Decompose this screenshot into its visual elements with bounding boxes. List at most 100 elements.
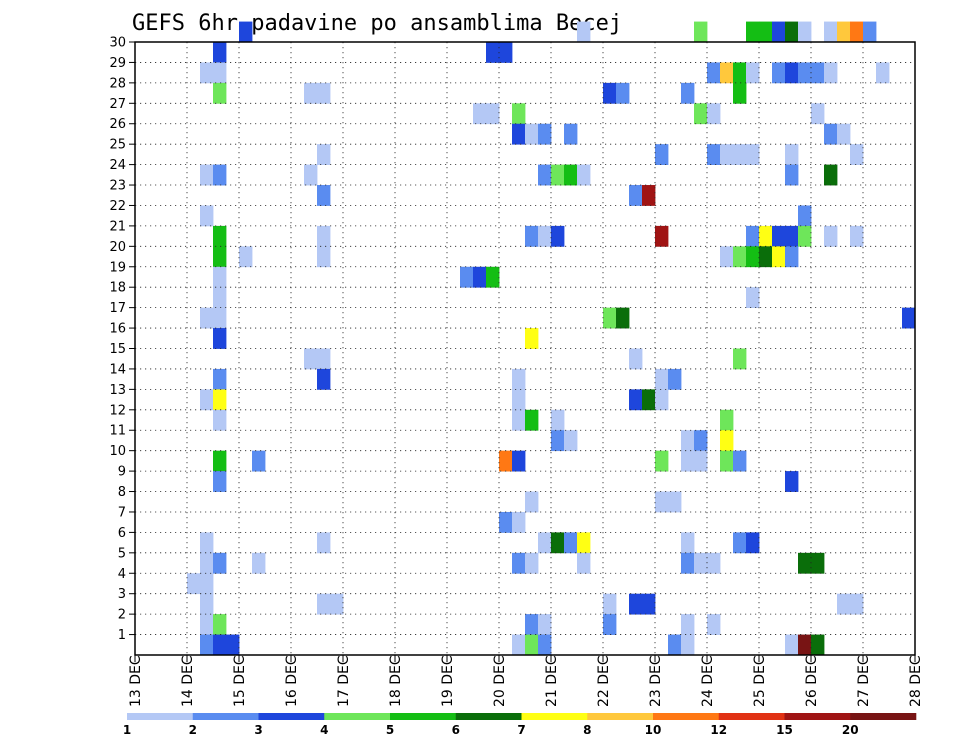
x-tick-label: 19 DEC (440, 655, 456, 707)
chart-title: GEFS 6hr padavine po ansamblima Becej (132, 11, 622, 36)
heatmap-cell (512, 552, 526, 574)
heatmap-cell (330, 593, 344, 615)
heatmap-cell (746, 287, 760, 309)
y-tick-label: 17 (109, 301, 126, 316)
heatmap-cell (694, 450, 708, 472)
heatmap-cell (694, 21, 708, 43)
legend-swatch (587, 713, 654, 720)
heatmap-cell (746, 21, 760, 43)
heatmap-cell (798, 552, 812, 574)
heatmap-cell (525, 328, 539, 349)
x-tick-label: 24 DEC (700, 655, 716, 707)
heatmap-cell (317, 532, 331, 554)
heatmap-cell (200, 62, 214, 84)
heatmap-cell (772, 225, 786, 247)
heatmap-cell (304, 164, 318, 186)
heatmap-cell (525, 491, 539, 513)
heatmap-cell (642, 389, 656, 411)
heatmap-cell (785, 246, 799, 268)
heatmap-cell (824, 164, 838, 186)
heatmap-cell (551, 225, 565, 247)
heatmap-cell (473, 266, 487, 288)
heatmap-cell (512, 511, 526, 533)
heatmap-cell (317, 368, 331, 390)
heatmap-cell (200, 307, 214, 329)
heatmap-cell (759, 225, 773, 247)
heatmap-cell (603, 82, 617, 104)
x-tick-label: 18 DEC (388, 655, 404, 707)
heatmap-cell (538, 634, 552, 656)
heatmap-cell (200, 205, 214, 227)
y-tick-label: 28 (109, 76, 126, 91)
y-tick-label: 2 (118, 608, 126, 623)
heatmap-cell (655, 491, 669, 513)
y-tick-label: 5 (118, 546, 126, 561)
x-tick-label: 16 DEC (284, 655, 300, 707)
legend-level-label: 8 (583, 723, 591, 737)
heatmap-cell (707, 614, 721, 635)
heatmap-cell (317, 593, 331, 615)
heatmap-cell (824, 123, 838, 145)
heatmap-cell (681, 614, 695, 635)
y-axis-ticks: 1234567891011121314151617181920212223242… (109, 36, 135, 643)
heatmap-cells (187, 21, 916, 656)
legend-swatch (455, 713, 522, 720)
heatmap-cell (213, 409, 227, 431)
legend-level-label: 10 (645, 723, 662, 737)
heatmap-cell (720, 409, 734, 431)
heatmap-cell (772, 62, 786, 84)
heatmap-cell (772, 246, 786, 268)
legend-level-label: 3 (254, 723, 262, 737)
heatmap-cell (317, 82, 331, 104)
heatmap-cell (720, 144, 734, 165)
y-tick-label: 23 (109, 179, 126, 194)
heatmap-cell (486, 103, 500, 125)
heatmap-cell (525, 123, 539, 145)
legend-swatch (784, 713, 851, 720)
heatmap-cell (213, 82, 227, 104)
x-tick-label: 14 DEC (180, 655, 196, 707)
heatmap-cell (200, 532, 214, 554)
heatmap-cell (512, 389, 526, 411)
heatmap-cell (707, 62, 721, 84)
heatmap-cell (187, 573, 201, 595)
legend-level-label: 5 (386, 723, 394, 737)
legend-swatch (850, 713, 917, 720)
heatmap-cell (681, 430, 695, 452)
heatmap-cell (317, 185, 331, 206)
legend-level-label: 7 (517, 723, 525, 737)
y-tick-label: 26 (109, 117, 126, 132)
heatmap-cell (213, 62, 227, 84)
heatmap-cell (655, 144, 669, 165)
heatmap-cell (785, 21, 799, 43)
x-tick-label: 26 DEC (804, 655, 820, 707)
heatmap-cell (850, 144, 864, 165)
heatmap-cell (876, 62, 890, 84)
heatmap-cell (824, 225, 838, 247)
heatmap-cell (694, 430, 708, 452)
heatmap-cell (317, 144, 331, 165)
heatmap-cell (525, 634, 539, 656)
heatmap-cell (681, 450, 695, 472)
y-tick-label: 8 (118, 485, 126, 500)
heatmap-cell (681, 532, 695, 554)
heatmap-cell (811, 62, 825, 84)
y-tick-label: 27 (109, 97, 126, 112)
y-tick-label: 18 (109, 281, 126, 296)
heatmap-cell (668, 491, 682, 513)
heatmap-cell (720, 450, 734, 472)
heatmap-cell (213, 634, 227, 656)
heatmap-cell (850, 593, 864, 615)
heatmap-cell (525, 552, 539, 574)
heatmap-cell (525, 614, 539, 635)
heatmap-cell (512, 368, 526, 390)
color-legend: 1 2 3 4 5 6 7 8 10 12 15 20 (123, 713, 917, 737)
heatmap-cell (759, 21, 773, 43)
heatmap-cell (837, 593, 851, 615)
heatmap-cell (629, 185, 643, 206)
y-tick-label: 10 (109, 444, 126, 459)
heatmap-cell (200, 614, 214, 635)
legend-level-label: 6 (452, 723, 460, 737)
heatmap-cell (213, 287, 227, 309)
heatmap-cell (538, 225, 552, 247)
